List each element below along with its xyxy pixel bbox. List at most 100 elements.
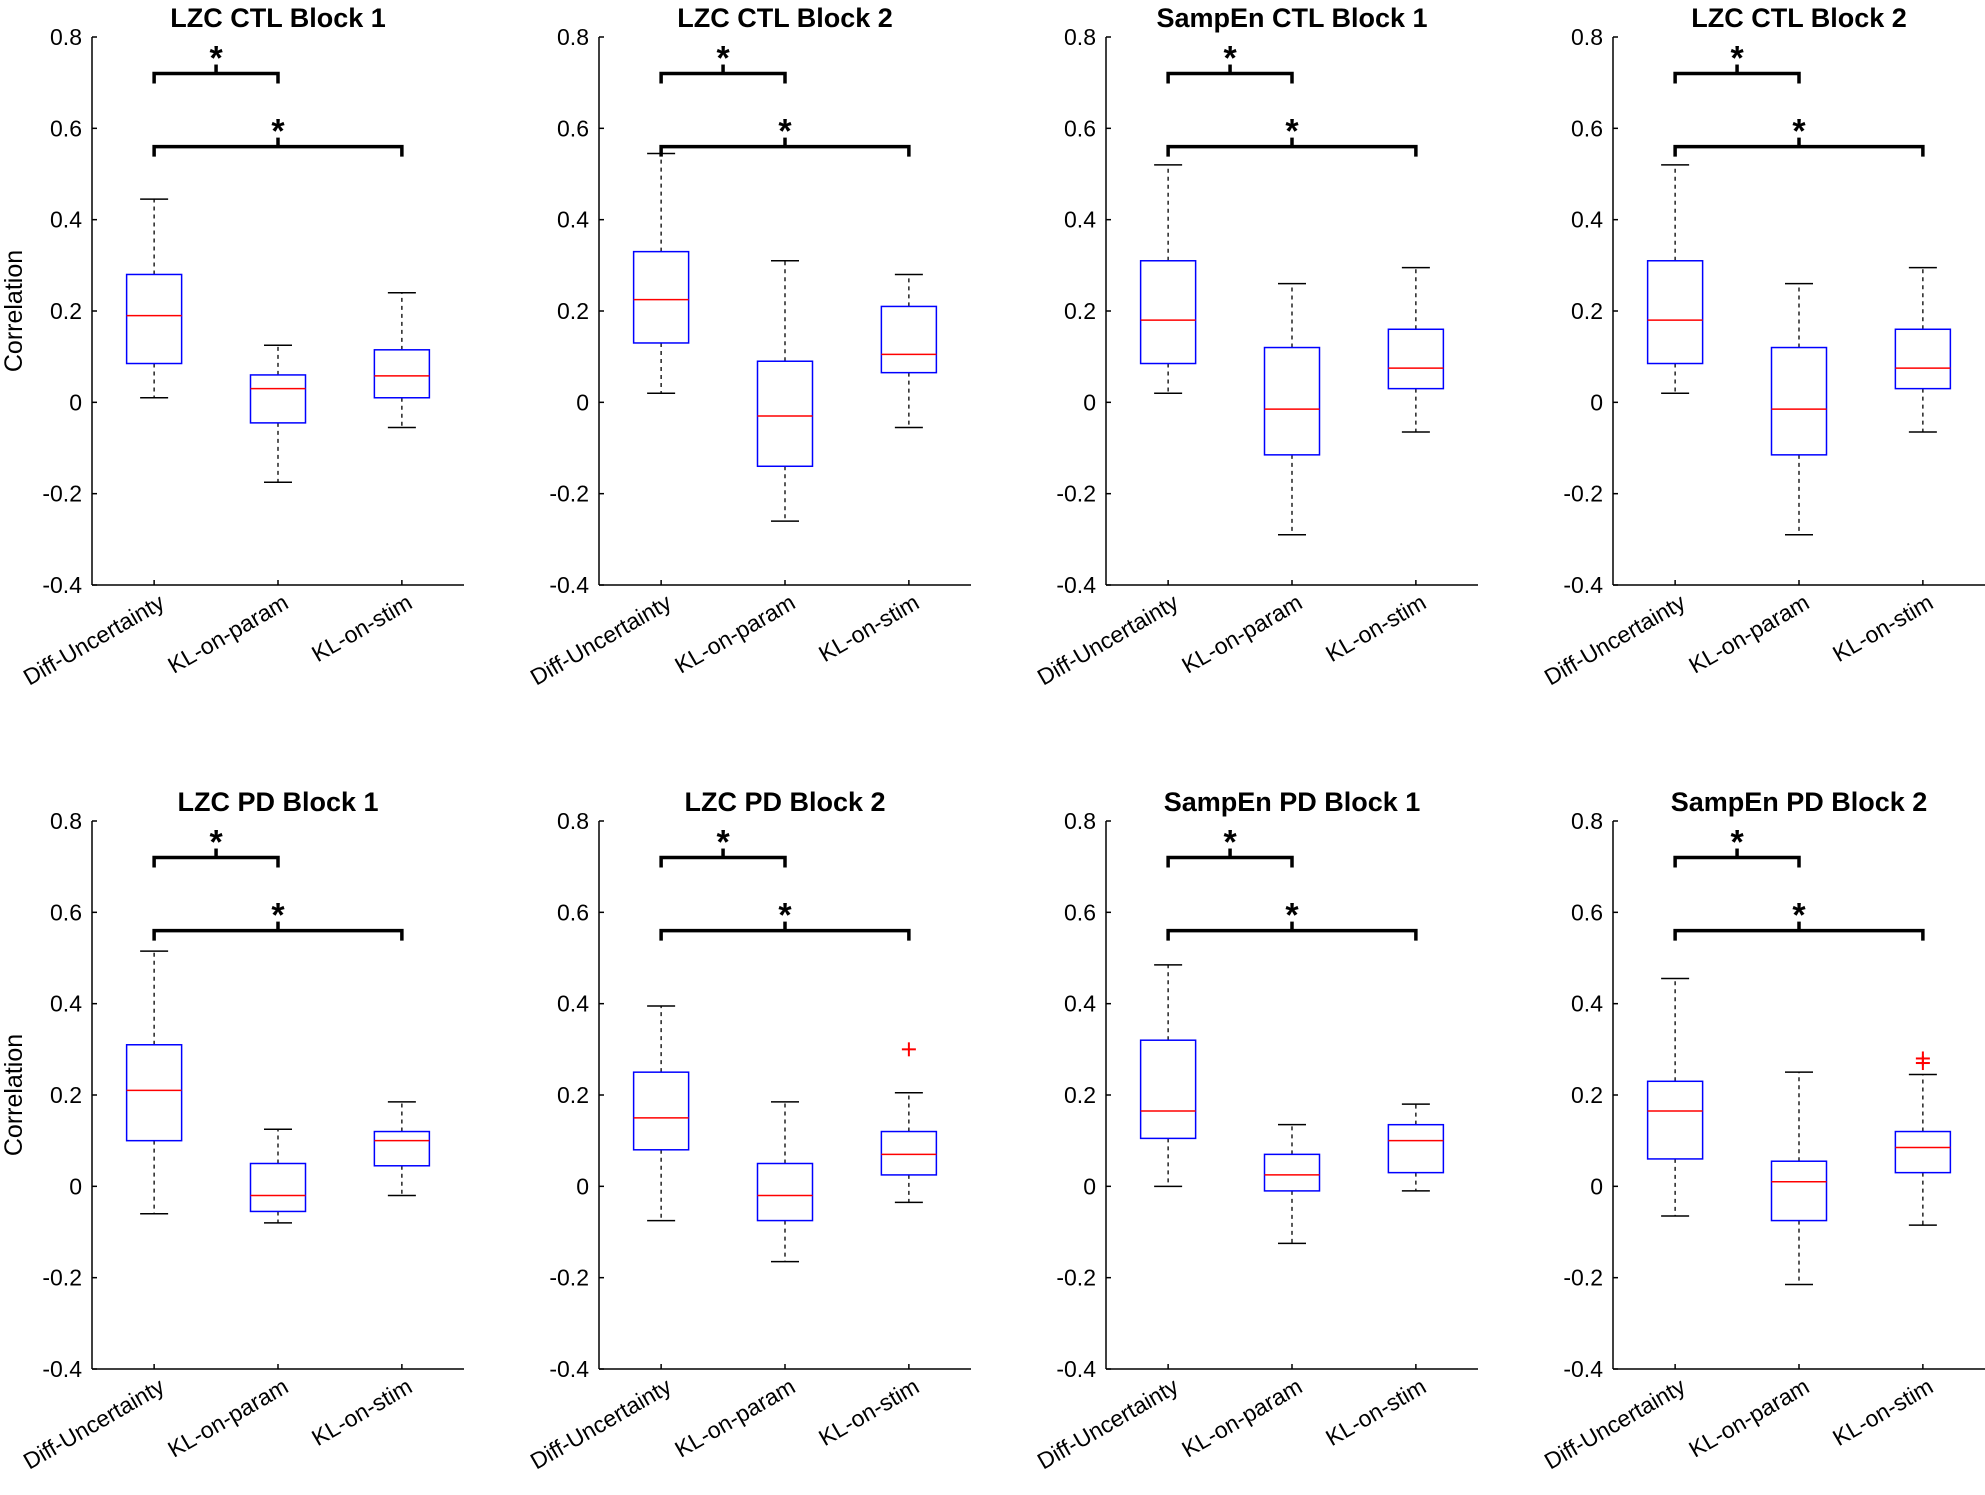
significance-bracket: * — [1166, 824, 1294, 868]
chart-panel-2: LZC CTL Block 2 -0.4 -0.2 0 0.2 0.4 0.6 0.8 Diff… — [526, 3, 971, 690]
box-2 — [756, 260, 814, 522]
chart-title: SampEn CTL Block 1 — [1156, 3, 1427, 33]
y-tick-label: 0.8 — [1064, 24, 1096, 50]
y-tick-label: -0.2 — [1056, 481, 1096, 507]
significance-bracket: * — [1166, 40, 1294, 84]
y-tick-label: -0.4 — [549, 1356, 589, 1382]
box-2 — [1770, 282, 1828, 536]
box-2 — [249, 344, 307, 483]
iqr-box — [373, 1130, 431, 1167]
significance-star: * — [1730, 824, 1744, 862]
significance-star: * — [209, 40, 223, 78]
y-tick-label: 0.4 — [1571, 991, 1603, 1017]
y-tick-label: 0 — [576, 1173, 589, 1199]
significance-bracket: * — [152, 897, 404, 941]
x-tick-label: KL-on-param — [1684, 589, 1813, 679]
chart-title: LZC PD Block 2 — [684, 787, 885, 817]
significance-star: * — [1730, 40, 1744, 78]
iqr-box — [880, 1130, 938, 1176]
x-tick-label: KL-on-param — [670, 1373, 799, 1463]
y-tick-label: 0.4 — [50, 207, 82, 233]
y-tick-label: -0.2 — [1056, 1265, 1096, 1291]
x-tick-label: Diff-Uncertainty — [526, 1373, 676, 1475]
x-tick-label: KL-on-param — [1684, 1373, 1813, 1463]
x-tick-label: Diff-Uncertainty — [1540, 1373, 1690, 1475]
iqr-box — [1387, 1123, 1445, 1174]
significance-star: * — [716, 824, 730, 862]
x-tick-label: KL-on-stim — [307, 1373, 416, 1451]
chart-panel-6: LZC PD Block 2 -0.4 -0.2 0 0.2 0.4 0.6 0.8 Diff-… — [526, 787, 971, 1474]
significance-star: * — [1223, 40, 1237, 78]
iqr-box — [1770, 1160, 1828, 1222]
iqr-box — [249, 374, 307, 424]
chart-title: LZC CTL Block 2 — [1691, 3, 1907, 33]
y-tick-label: 0.6 — [1571, 899, 1603, 925]
y-tick-label: 0.4 — [1571, 207, 1603, 233]
y-tick-label: 0.2 — [557, 298, 589, 324]
y-tick-label: -0.2 — [549, 481, 589, 507]
x-tick-label: KL-on-stim — [814, 589, 923, 667]
y-tick-label: -0.4 — [42, 572, 82, 598]
y-tick-label: 0.8 — [557, 808, 589, 834]
x-tick-label: KL-on-param — [163, 589, 292, 679]
significance-star: * — [1792, 897, 1806, 935]
iqr-box — [1894, 328, 1952, 390]
iqr-box — [1263, 346, 1321, 456]
iqr-box — [373, 349, 431, 399]
box-3 — [1387, 266, 1445, 433]
y-tick-label: -0.2 — [549, 1265, 589, 1291]
significance-bracket: * — [152, 824, 280, 868]
box-2 — [756, 1101, 814, 1263]
significance-star: * — [716, 40, 730, 78]
significance-star: * — [778, 113, 792, 151]
y-tick-label: 0.4 — [557, 991, 589, 1017]
box-3 — [880, 1042, 938, 1204]
box-1 — [1646, 164, 1704, 394]
y-tick-label: 0.6 — [1064, 899, 1096, 925]
significance-star: * — [1223, 824, 1237, 862]
box-1 — [125, 950, 183, 1215]
y-tick-label: 0.2 — [1571, 298, 1603, 324]
iqr-box — [756, 1162, 814, 1222]
y-tick-label: 0.2 — [50, 1082, 82, 1108]
significance-bracket: * — [1673, 897, 1925, 941]
x-tick-label: Diff-Uncertainty — [19, 589, 169, 691]
chart-panel-3: SampEn CTL Block 1 -0.4 -0.2 0 0.2 0.4 0.6 0.8 D… — [1033, 3, 1478, 690]
chart-panel-8: SampEn PD Block 2 -0.4 -0.2 0 0.2 0.4 0.6 0.8 Di… — [1540, 787, 1985, 1474]
box-1 — [1139, 964, 1197, 1188]
significance-bracket: * — [1166, 897, 1418, 941]
x-tick-label: Diff-Uncertainty — [19, 1373, 169, 1475]
x-tick-label: Diff-Uncertainty — [526, 589, 676, 691]
significance-star: * — [209, 824, 223, 862]
significance-star: * — [1792, 113, 1806, 151]
significance-bracket: * — [659, 824, 787, 868]
box-3 — [373, 291, 431, 429]
box-3 — [1894, 266, 1952, 433]
chart-title: SampEn PD Block 1 — [1164, 787, 1421, 817]
y-tick-label: 0.8 — [1571, 24, 1603, 50]
box-2 — [1263, 282, 1321, 536]
y-tick-label: 0.2 — [1064, 298, 1096, 324]
y-tick-label: 0.2 — [1571, 1082, 1603, 1108]
iqr-box — [1894, 1130, 1952, 1174]
y-tick-label: 0.6 — [1064, 115, 1096, 141]
iqr-box — [1646, 1080, 1704, 1160]
iqr-box — [1139, 1039, 1197, 1140]
outlier-marker — [1915, 1051, 1930, 1066]
significance-bracket: * — [659, 113, 911, 157]
box-1 — [632, 152, 690, 394]
x-tick-label: KL-on-stim — [814, 1373, 923, 1451]
significance-bracket: * — [1673, 113, 1925, 157]
box-1 — [1139, 164, 1197, 394]
x-tick-label: Diff-Uncertainty — [1033, 1373, 1183, 1475]
x-tick-label: KL-on-stim — [1321, 1373, 1430, 1451]
y-tick-label: 0.6 — [1571, 115, 1603, 141]
y-tick-label: -0.4 — [42, 1356, 82, 1382]
y-tick-label: 0.6 — [50, 115, 82, 141]
box-3 — [880, 273, 938, 429]
chart-title: SampEn PD Block 2 — [1671, 787, 1928, 817]
outlier-marker — [901, 1042, 916, 1057]
y-tick-label: -0.4 — [1056, 1356, 1096, 1382]
significance-star: * — [271, 897, 285, 935]
